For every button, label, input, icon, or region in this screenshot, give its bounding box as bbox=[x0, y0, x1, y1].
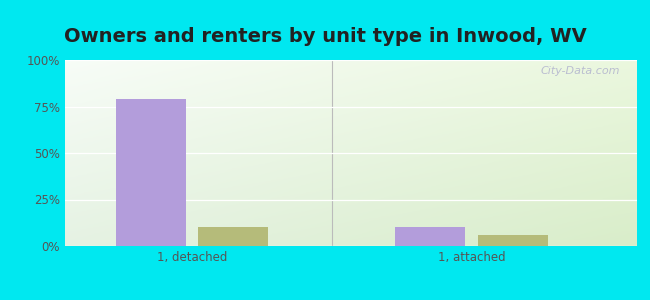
Text: Owners and renters by unit type in Inwood, WV: Owners and renters by unit type in Inwoo… bbox=[64, 26, 586, 46]
Bar bbox=[198, 227, 268, 246]
Bar bbox=[478, 235, 548, 246]
Text: City-Data.com: City-Data.com bbox=[540, 66, 620, 76]
Bar bbox=[395, 227, 465, 246]
Bar bbox=[116, 99, 186, 246]
